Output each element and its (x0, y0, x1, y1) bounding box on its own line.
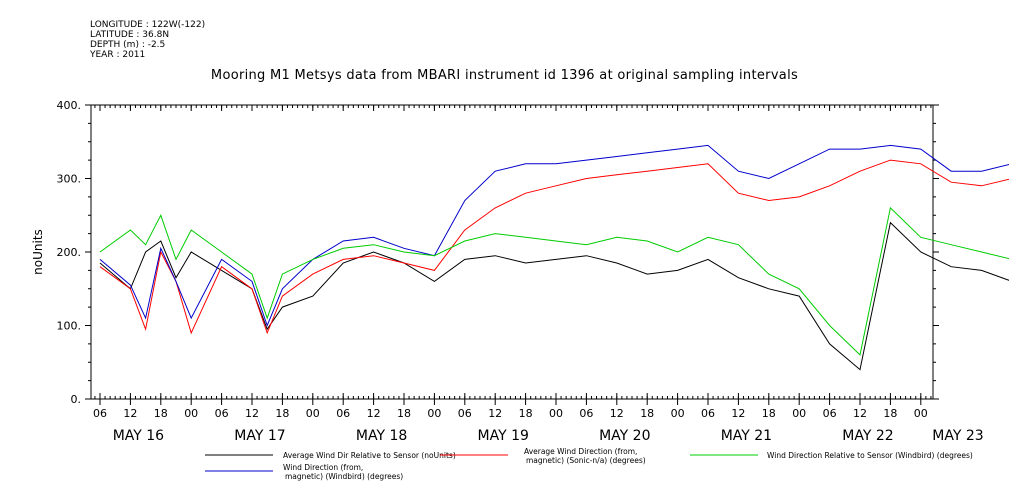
x-tick-label: 18 (397, 407, 411, 420)
series-group (99, 144, 1009, 371)
x-tick-label: 12 (245, 407, 259, 420)
x-tick-label: 12 (367, 407, 381, 420)
plot-frame (90, 104, 934, 400)
legend-label: magnetic) (Sonic-n/a) (degrees) (526, 456, 646, 465)
x-day-label: MAY 20 (599, 428, 650, 444)
y-axis: 0. 100. 200. 300. 400. (57, 99, 939, 406)
series-line-1 (99, 221, 1009, 371)
series-line-4 (99, 144, 1009, 327)
x-tick-label: 06 (579, 407, 593, 420)
x-day-label: MAY 22 (842, 428, 893, 444)
y-tick-label: 0. (71, 393, 82, 406)
legend-label: Average Wind Dir Relative to Sensor (noU… (283, 451, 456, 460)
x-tick-label: 18 (762, 407, 776, 420)
y-tick-label: 400. (57, 99, 82, 112)
x-tick-label: 00 (671, 407, 685, 420)
x-tick-label: 12 (731, 407, 745, 420)
x-tick-label: 06 (93, 407, 107, 420)
x-tick-label: 00 (427, 407, 441, 420)
latitude-label: LATITUDE : 36.8N (90, 30, 170, 40)
x-tick-label: 00 (914, 407, 928, 420)
series-line-3 (99, 206, 1009, 356)
x-tick-label: 06 (701, 407, 715, 420)
x-tick-label: 18 (275, 407, 289, 420)
x-tick-label: 00 (306, 407, 320, 420)
x-tick-label: 18 (154, 407, 168, 420)
x-tick-label: 18 (883, 407, 897, 420)
legend-label: Average Wind Direction (from, (524, 447, 637, 456)
series-line-2 (99, 159, 1009, 335)
x-tick-label: 18 (519, 407, 533, 420)
depth-label: DEPTH (m) : -2.5 (90, 40, 166, 50)
x-tick-label: 00 (549, 407, 563, 420)
x-day-label: MAY 21 (721, 428, 772, 444)
y-tick-label: 100. (57, 320, 82, 333)
x-day-label: MAY 18 (356, 428, 407, 444)
chart-title: Mooring M1 Metsys data from MBARI instru… (210, 68, 799, 83)
x-tick-label: 12 (123, 407, 137, 420)
x-tick-label: 12 (610, 407, 624, 420)
legend: Average Wind Dir Relative to Sensor (noU… (205, 447, 973, 481)
y-axis-label: noUnits (31, 229, 45, 275)
x-tick-label: 00 (792, 407, 806, 420)
x-day-label: MAY 17 (234, 428, 285, 444)
y-tick-label: 300. (57, 173, 82, 186)
x-tick-label: 12 (853, 407, 867, 420)
legend-label: magnetic) (Windbird) (degrees) (285, 472, 403, 481)
year-label: YEAR : 2011 (90, 50, 146, 60)
x-tick-label: 06 (336, 407, 350, 420)
x-day-label: MAY 16 (113, 428, 164, 444)
x-axis: 06 12 18 00 06 12 18 00 06 12 18 00 06 12 18 00 06 12 18 00… (93, 105, 984, 444)
legend-label: Wind Direction (from, (283, 463, 363, 472)
x-tick-label: 06 (458, 407, 472, 420)
y-tick-label: 200. (57, 246, 82, 259)
x-tick-label: 00 (184, 407, 198, 420)
x-day-label: MAY 19 (478, 428, 529, 444)
legend-label: Wind Direction Relative to Sensor (Windb… (767, 451, 973, 460)
x-tick-label: 06 (215, 407, 229, 420)
x-tick-label: 12 (488, 407, 502, 420)
metadata-block: LONGITUDE : 122W(-122) LATITUDE : 36.8N … (90, 20, 205, 60)
x-day-label: MAY 23 (932, 428, 983, 444)
x-tick-label: 06 (823, 407, 837, 420)
x-tick-label: 18 (640, 407, 654, 420)
longitude-label: LONGITUDE : 122W(-122) (90, 20, 206, 30)
